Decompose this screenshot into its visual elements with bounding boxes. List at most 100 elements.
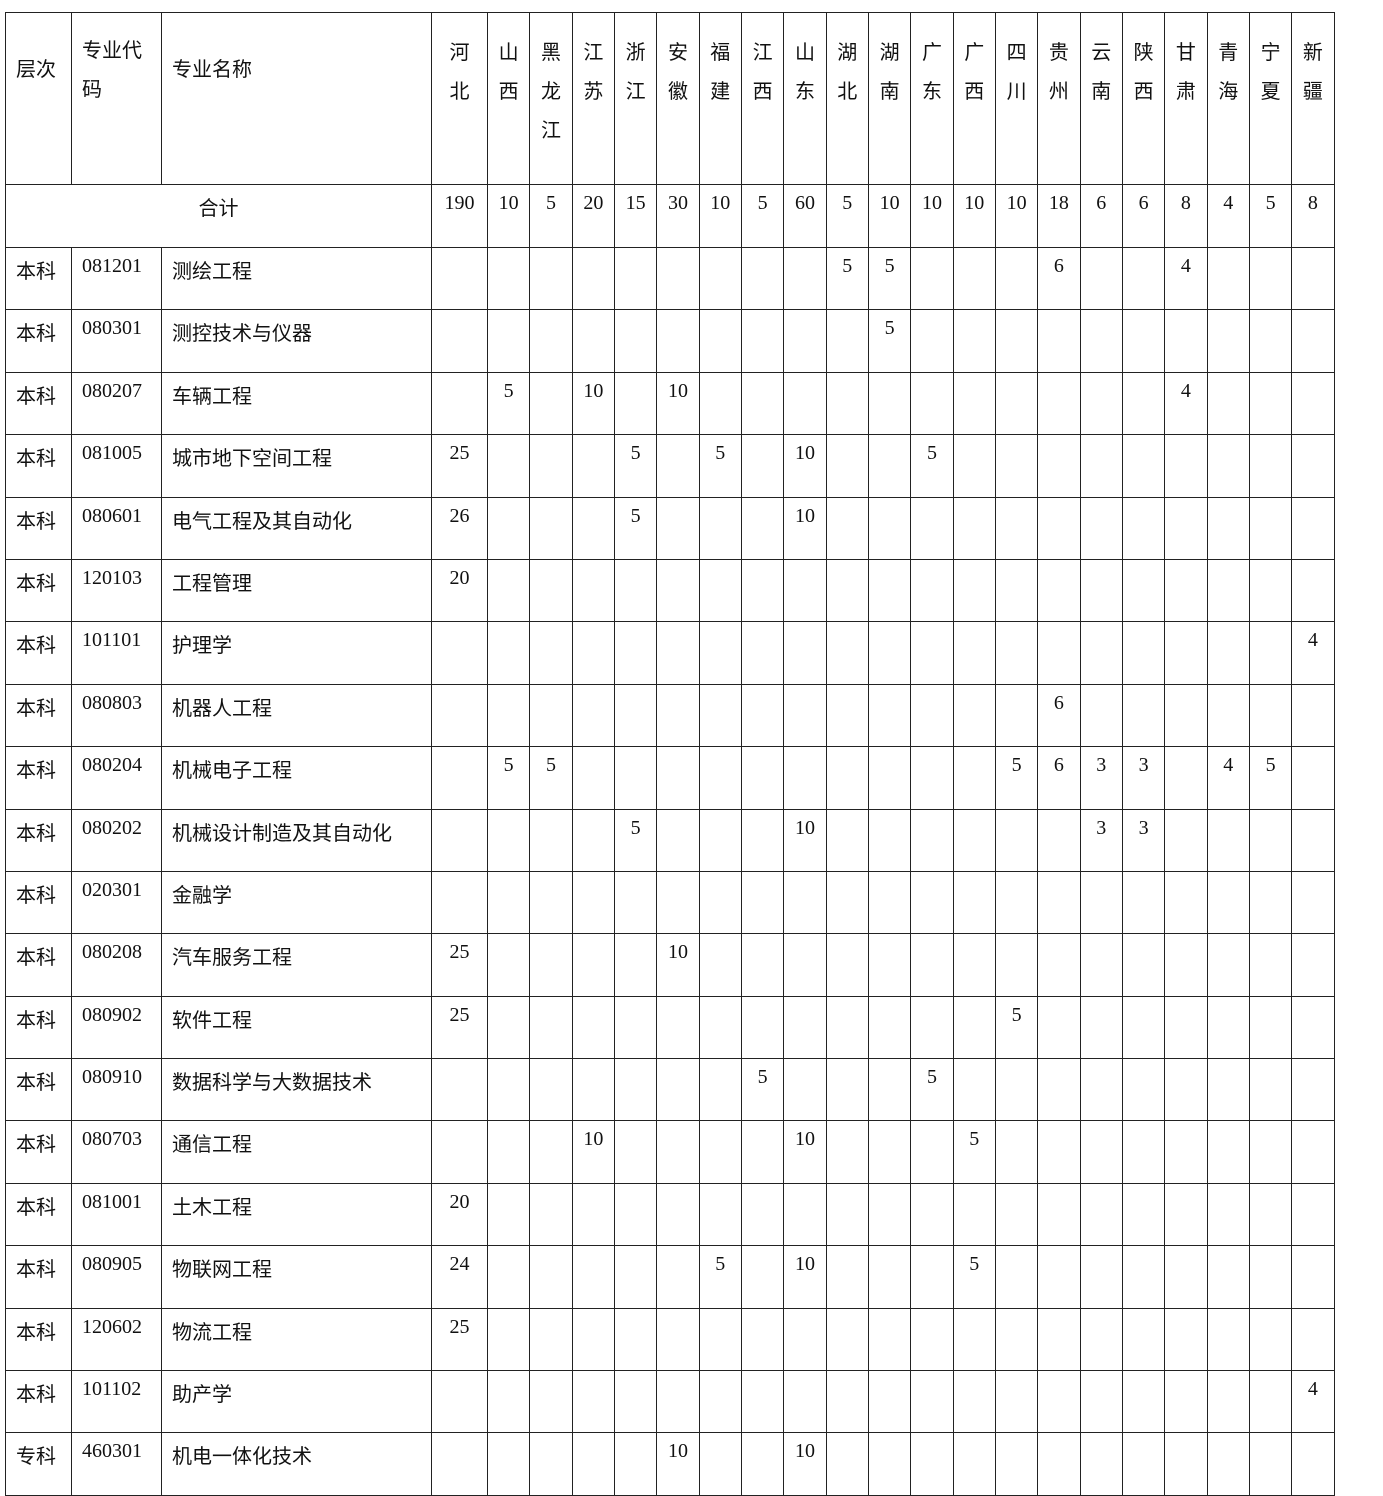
header-province: 福建 [698,12,742,185]
quota-cell: 26 [431,496,488,560]
quota-cell [825,1058,869,1122]
code-cell: 120602 [71,1307,162,1372]
quota-cell [1037,1245,1081,1309]
quota-cell: 10 [783,496,827,560]
quota-cell: 5 [698,434,742,498]
quota-cell [952,870,996,935]
quota-cell [825,1120,869,1184]
level-cell: 本科 [5,621,72,685]
quota-cell [910,309,954,373]
quota-cell [1248,1307,1293,1372]
quota-cell: 3 [1121,746,1166,810]
level-cell: 本科 [5,558,72,623]
header-province: 湖北 [825,12,869,185]
quota-cell [1248,995,1293,1060]
quota-cell [529,1058,573,1122]
level-cell: 本科 [5,434,72,498]
quota-cell [431,808,488,872]
quota-cell [867,1120,912,1184]
quota-cell [656,246,700,311]
quota-cell [910,1182,954,1247]
quota-cell [698,558,742,623]
quota-cell [486,434,531,498]
quota-cell [571,1182,615,1247]
total-value: 10 [867,184,912,248]
quota-cell [613,558,658,623]
quota-cell [529,246,573,311]
total-value: 20 [571,184,615,248]
quota-cell [952,434,996,498]
quota-cell [431,371,488,436]
quota-cell [1248,1120,1293,1184]
quota-cell [825,808,869,872]
quota-cell: 4 [1291,621,1335,685]
quota-cell: 5 [994,746,1039,810]
quota-cell [1037,496,1081,560]
quota-cell [529,1432,573,1496]
quota-cell [656,621,700,685]
quota-cell [1291,1182,1335,1247]
quota-cell [994,1370,1039,1434]
major-name-cell: 机器人工程 [161,683,432,748]
level-cell: 本科 [5,995,72,1060]
total-value: 6 [1079,184,1123,248]
quota-cell [698,246,742,311]
quota-cell [1291,808,1335,872]
quota-cell [613,1058,658,1122]
quota-cell: 4 [1164,371,1208,436]
code-cell: 120103 [71,558,162,623]
quota-cell [1164,1370,1208,1434]
quota-cell: 4 [1206,746,1250,810]
quota-cell [1248,496,1293,560]
quota-cell [910,683,954,748]
quota-cell [1121,558,1166,623]
quota-cell [1206,1307,1250,1372]
header-province: 云南 [1079,12,1123,185]
header-province: 广西 [952,12,996,185]
quota-cell [910,870,954,935]
quota-cell [1206,309,1250,373]
table-row: 本科 080803 机器人工程 6 [5,683,1377,748]
quota-cell [656,558,700,623]
quota-cell [1079,434,1123,498]
header-province: 浙江 [613,12,658,185]
quota-cell [1164,808,1208,872]
quota-cell [698,1182,742,1247]
quota-cell: 3 [1079,808,1123,872]
major-name-cell: 物流工程 [161,1307,432,1372]
quota-cell [571,1058,615,1122]
quota-cell [698,1432,742,1496]
quota-cell [1121,1307,1166,1372]
quota-cell [656,434,700,498]
quota-cell [952,808,996,872]
quota-cell [698,870,742,935]
quota-cell [656,1058,700,1122]
quota-cell: 5 [613,496,658,560]
quota-cell [613,371,658,436]
quota-cell [1248,558,1293,623]
quota-cell [952,1370,996,1434]
table-row: 本科 081001 土木工程 20 [5,1182,1377,1247]
quota-cell: 5 [952,1245,996,1309]
quota-cell [613,746,658,810]
quota-cell [1164,309,1208,373]
level-cell: 本科 [5,1182,72,1247]
quota-cell [783,1058,827,1122]
quota-cell [529,621,573,685]
quota-cell [571,870,615,935]
quota-cell [783,1307,827,1372]
quota-cell [529,995,573,1060]
total-value: 6 [1121,184,1166,248]
quota-cell [571,683,615,748]
quota-cell [825,1245,869,1309]
header-province: 黑龙江 [529,12,573,185]
quota-cell [1206,683,1250,748]
quota-cell [867,683,912,748]
major-name-cell: 土木工程 [161,1182,432,1247]
quota-cell [867,1182,912,1247]
level-cell: 本科 [5,1245,72,1309]
quota-cell [1079,1058,1123,1122]
quota-cell [1248,1432,1293,1496]
quota-cell [1164,995,1208,1060]
total-value: 5 [1248,184,1293,248]
